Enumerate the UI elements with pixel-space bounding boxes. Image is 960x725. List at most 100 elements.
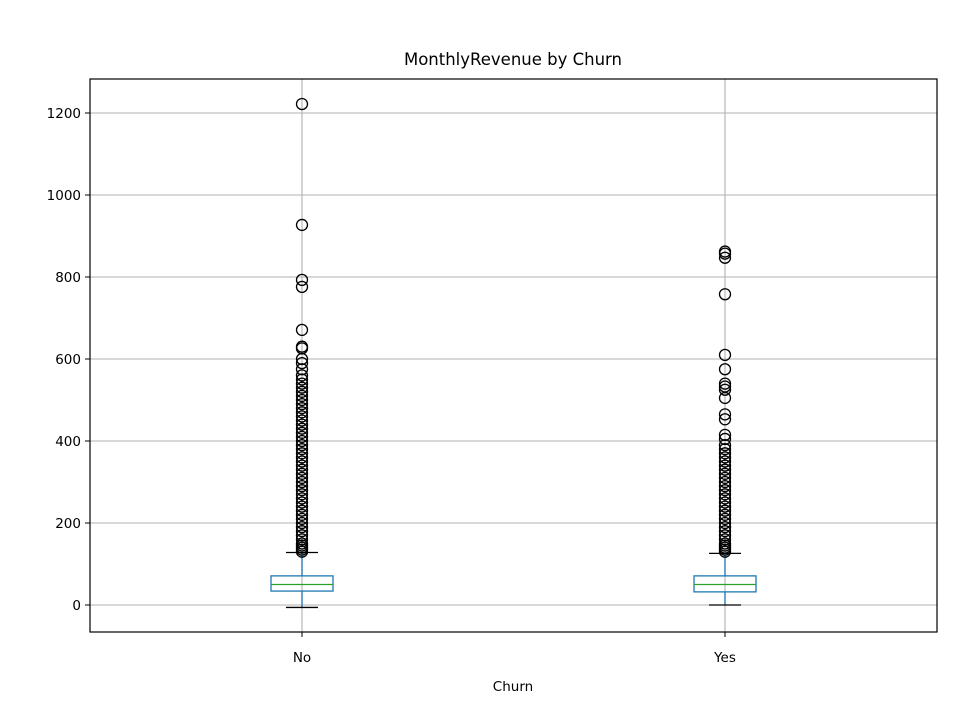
outlier-point — [295, 218, 309, 232]
outlier-point — [295, 479, 309, 493]
outlier-point — [718, 391, 732, 405]
outlier-point — [295, 484, 309, 497]
outlier-point — [295, 422, 309, 435]
outlier-point — [295, 414, 309, 427]
outlier-point — [295, 397, 309, 411]
box-group-no — [270, 97, 334, 609]
outlier-point — [295, 525, 309, 538]
outlier-point — [295, 508, 309, 521]
grid-layer — [90, 79, 937, 632]
outlier-point — [295, 352, 309, 366]
y-tick-label: 0 — [72, 598, 81, 614]
outlier-point — [718, 459, 732, 472]
tick-layer: 0 200 400 600 800 1000 1200 No Yes — [47, 106, 736, 666]
outlier-point — [718, 479, 732, 493]
outlier-point — [718, 504, 732, 517]
outlier-point — [295, 273, 309, 287]
outlier-point — [718, 463, 732, 476]
outlier-point — [718, 512, 732, 526]
outlier-point — [718, 492, 732, 505]
outlier-point — [295, 438, 309, 452]
outlier-point — [295, 373, 309, 386]
outlier-point — [718, 496, 732, 509]
y-tick-label: 800 — [55, 270, 81, 286]
outlier-point — [295, 381, 309, 394]
outlier-point — [718, 484, 732, 497]
outlier-point — [295, 459, 309, 472]
outlier-point — [295, 516, 309, 530]
outlier-point — [718, 533, 732, 546]
box-layer — [270, 97, 757, 609]
outlier-point — [295, 512, 309, 526]
outlier-point — [718, 500, 732, 513]
outlier-point — [718, 529, 732, 542]
outlier-point — [718, 488, 732, 501]
iqr-box — [270, 575, 334, 592]
outlier-point — [295, 496, 309, 509]
outlier-point — [295, 363, 309, 376]
outlier-point — [295, 475, 309, 489]
outlier-point — [718, 451, 732, 464]
y-tick-label: 1200 — [47, 106, 81, 122]
outlier-point — [295, 410, 309, 423]
outlier-point — [295, 97, 309, 111]
plot-frame — [89, 78, 938, 633]
outlier-point — [718, 467, 732, 480]
outlier-point — [718, 251, 732, 264]
outlier-point — [295, 545, 309, 558]
x-tick-label: No — [293, 650, 311, 666]
y-tick-label: 200 — [55, 516, 81, 532]
outlier-point — [718, 363, 732, 376]
outlier-point — [295, 443, 309, 456]
outlier-point — [295, 377, 309, 390]
outlier-point — [718, 508, 732, 521]
outlier-point — [718, 413, 732, 426]
outlier-point — [718, 455, 732, 468]
outlier-point — [295, 393, 309, 407]
x-tick-label: Yes — [713, 650, 736, 666]
outlier-point — [295, 467, 309, 480]
outlier-point — [718, 383, 732, 396]
outlier-point — [718, 408, 732, 421]
outlier-point — [295, 418, 309, 431]
outlier-point — [295, 406, 309, 419]
y-tick-label: 400 — [55, 434, 81, 450]
outlier-point — [718, 520, 732, 534]
outlier-point — [718, 443, 732, 456]
outlier-point — [295, 529, 309, 542]
outlier-point — [295, 323, 309, 337]
outlier-point — [295, 426, 309, 439]
outlier-point — [295, 463, 309, 476]
outlier-point — [718, 288, 732, 301]
outlier-point — [295, 455, 309, 468]
outlier-point — [295, 385, 309, 398]
outlier-point — [718, 447, 732, 460]
outlier-point — [295, 500, 309, 513]
outlier-point — [295, 471, 309, 485]
outlier-point — [295, 430, 309, 444]
outlier-point — [295, 520, 309, 534]
outlier-point — [295, 389, 309, 403]
y-tick-label: 1000 — [47, 188, 81, 204]
outlier-point — [718, 348, 732, 362]
outlier-point — [295, 447, 309, 460]
outlier-point — [718, 471, 732, 485]
outlier-point — [718, 432, 732, 446]
outlier-point — [295, 488, 309, 501]
outlier-point — [295, 280, 309, 293]
outlier-point — [295, 451, 309, 464]
outlier-point — [295, 356, 309, 370]
outlier-point — [295, 504, 309, 517]
outlier-point — [718, 525, 732, 538]
outlier-point — [718, 247, 732, 260]
chart-title: MonthlyRevenue by Churn — [404, 50, 622, 69]
outlier-point — [718, 438, 732, 452]
y-tick-label: 600 — [55, 352, 81, 368]
outlier-point — [718, 428, 732, 442]
outlier-point — [718, 545, 732, 558]
outlier-point — [718, 377, 732, 390]
outlier-point — [295, 434, 309, 448]
outlier-point — [295, 492, 309, 505]
outlier-point — [295, 533, 309, 546]
